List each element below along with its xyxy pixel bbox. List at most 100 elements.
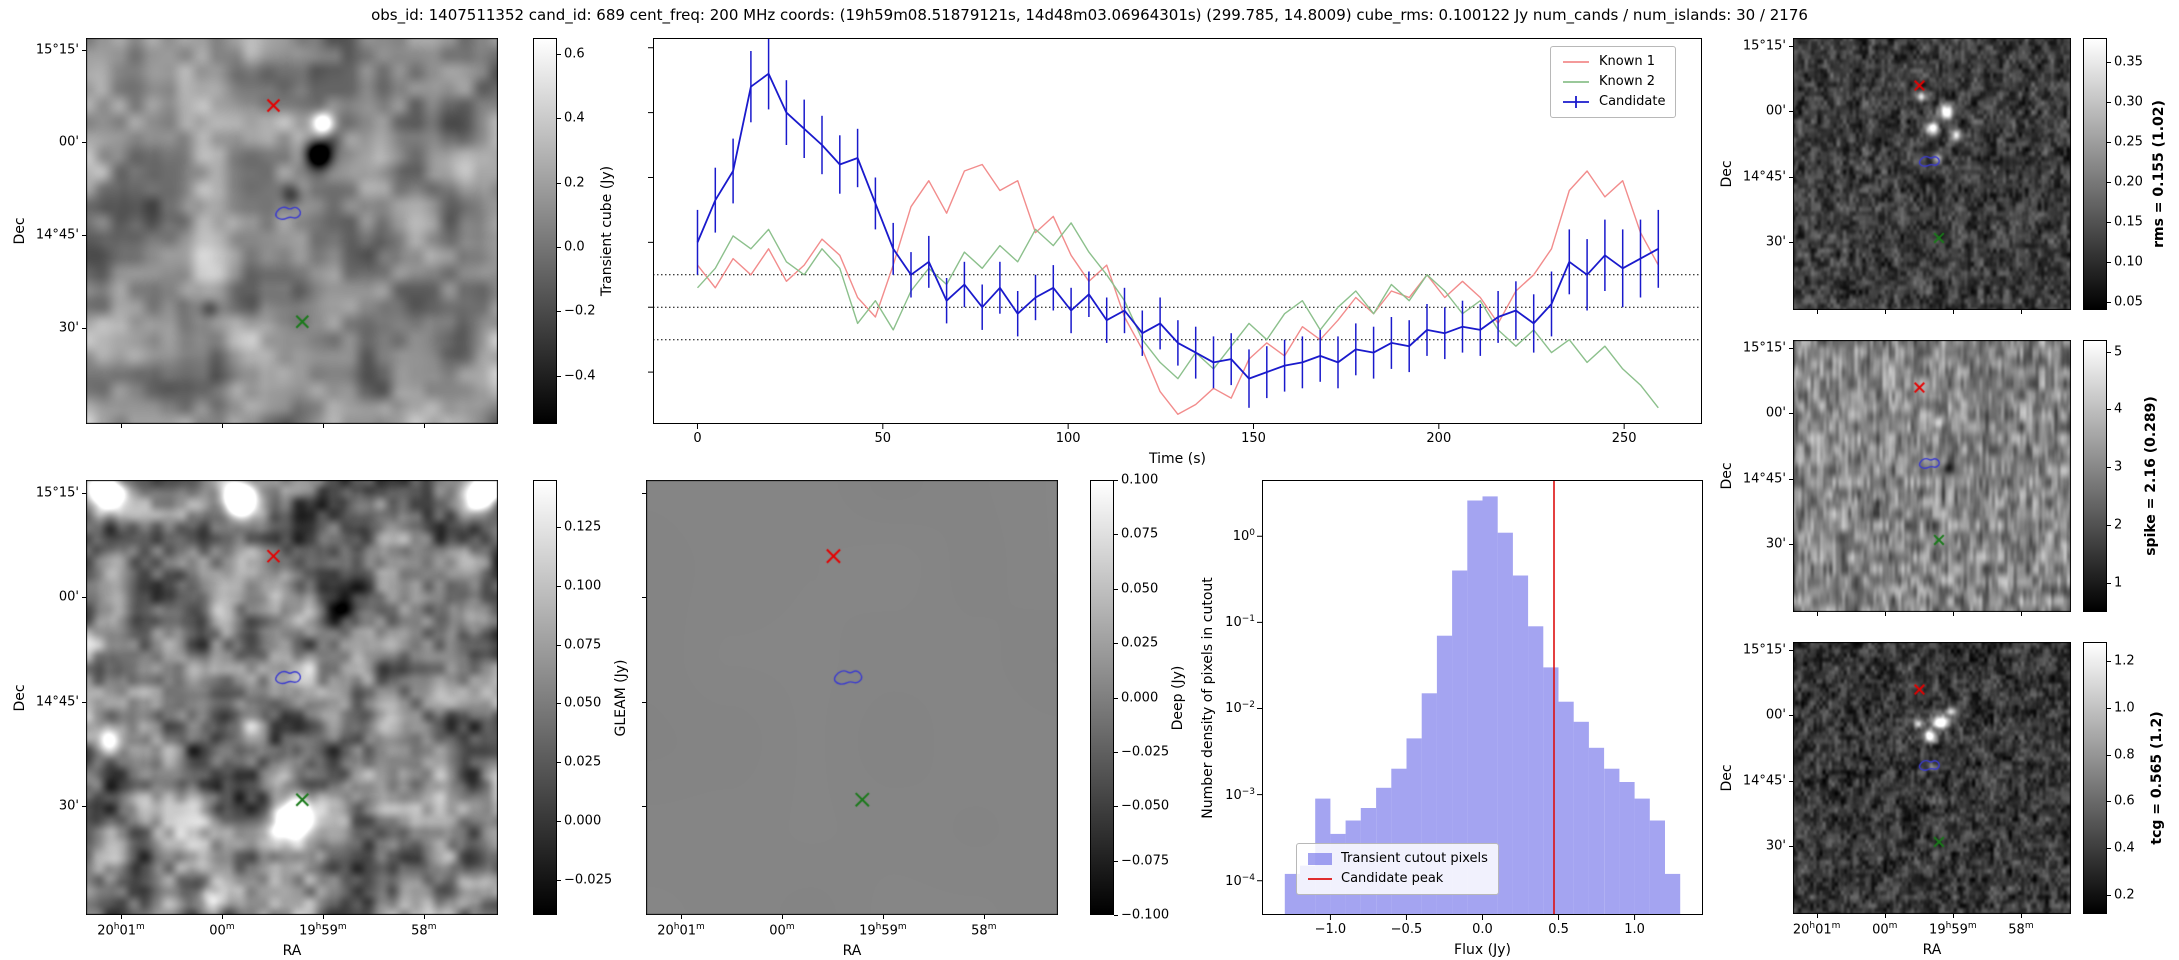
colorbar-tick-mark bbox=[2107, 62, 2111, 63]
density-tick-label: 10−1 bbox=[1225, 614, 1255, 631]
flux-tick-label: 0.0 bbox=[1472, 922, 1493, 937]
dec-axis-label: Dec bbox=[1719, 462, 1735, 490]
colorbar-tick-mark bbox=[2107, 895, 2111, 897]
ra-tick-mark bbox=[1816, 310, 1818, 314]
dec-tick-label: 15°15' bbox=[1742, 340, 1786, 356]
colorbar-tick-label: 0.4 bbox=[2114, 840, 2135, 856]
ra-tick-label: 00m bbox=[209, 922, 235, 939]
colorbar-tick-mark bbox=[557, 762, 561, 764]
dec-tick-mark bbox=[1789, 111, 1793, 113]
colorbar-tick-label: 0.125 bbox=[564, 519, 602, 535]
ra-tick-mark bbox=[2020, 310, 2022, 314]
colorbar-tick-label: 0.15 bbox=[2114, 214, 2143, 230]
dec-tick-label: 14°45' bbox=[1742, 773, 1786, 789]
legend-line-sample bbox=[1563, 61, 1589, 63]
colorbar-tick-mark bbox=[557, 585, 561, 587]
dec-tick-label: 15°15' bbox=[1742, 642, 1786, 658]
ra-tick-mark bbox=[983, 915, 985, 919]
colorbar-tick-mark bbox=[557, 703, 561, 705]
colorbar-tick-label: 0.050 bbox=[1121, 581, 1159, 597]
colorbar-tick-label: −0.100 bbox=[1121, 907, 1170, 923]
ra-tick-mark bbox=[1952, 914, 1954, 918]
colorbar-tick-mark bbox=[2107, 467, 2111, 469]
legend-entry-known-2: Known 2 bbox=[1561, 72, 1665, 92]
colorbar-tick-label: 0.000 bbox=[1121, 690, 1159, 705]
colorbar-tick-mark bbox=[2107, 142, 2111, 143]
ra-tick-mark bbox=[322, 424, 324, 428]
colorbar-tick-label: 0.6 bbox=[564, 46, 585, 62]
time-tick-label: 0 bbox=[693, 431, 702, 446]
colorbar-tick-mark bbox=[2107, 801, 2111, 803]
colorbar-tick-label: 0.20 bbox=[2114, 174, 2143, 190]
ra-tick-label: 20h01m bbox=[657, 922, 705, 939]
tcg-colorbar-label: tcg = 0.565 (1.2) bbox=[2149, 711, 2165, 845]
ra-tick-label: 19h59m bbox=[859, 922, 907, 939]
colorbar-tick-label: 0.025 bbox=[1121, 635, 1159, 651]
dec-tick-mark bbox=[82, 49, 86, 51]
colorbar-tick-label: 0.6 bbox=[2114, 793, 2135, 809]
lightcurve-legend: Known 1 Known 2 Candidate bbox=[1550, 46, 1677, 118]
flux-tick-label: 1.0 bbox=[1624, 922, 1645, 937]
colorbar-tick-mark bbox=[557, 644, 561, 646]
ra-tick-mark bbox=[121, 424, 123, 428]
dec-tick-mark bbox=[642, 701, 646, 703]
colorbar-tick-label: 0.025 bbox=[564, 754, 602, 770]
colorbar-tick-mark bbox=[1114, 915, 1118, 916]
colorbar-tick-label: 3 bbox=[2114, 459, 2123, 475]
colorbar-tick-label: 0.050 bbox=[564, 695, 602, 711]
legend-line-sample bbox=[1563, 81, 1589, 83]
time-tick-label: 100 bbox=[1055, 431, 1081, 446]
dec-tick-mark bbox=[82, 493, 86, 495]
colorbar-tick-mark bbox=[557, 820, 561, 822]
colorbar-tick-mark bbox=[557, 527, 561, 529]
dec-tick-label: 00' bbox=[58, 134, 79, 150]
colorbar-tick-label: 0.100 bbox=[564, 578, 602, 594]
dec-tick-mark bbox=[82, 327, 86, 329]
colorbar-tick-label: 0.075 bbox=[564, 637, 602, 653]
colorbar-tick-label: 4 bbox=[2114, 401, 2123, 417]
colorbar-tick-label: 0.4 bbox=[564, 110, 585, 126]
ra-tick-mark bbox=[2020, 914, 2022, 918]
legend-label: Transient cutout pixels bbox=[1341, 851, 1488, 866]
colorbar-tick-mark bbox=[1114, 751, 1118, 753]
legend-entry-candidate: Candidate bbox=[1561, 92, 1665, 112]
dec-tick-label: 15°15' bbox=[35, 42, 79, 58]
ra-tick-label: 19h59m bbox=[299, 922, 347, 939]
time-tick-label: 250 bbox=[1611, 431, 1637, 446]
colorbar-tick-mark bbox=[1114, 534, 1118, 536]
ra-tick-mark bbox=[423, 424, 425, 428]
dec-tick-label: 14°45' bbox=[35, 694, 79, 710]
deep-cutout-image bbox=[646, 480, 1058, 915]
dec-tick-mark bbox=[82, 142, 86, 144]
dec-tick-mark bbox=[642, 493, 646, 495]
colorbar-tick-label: 2 bbox=[2114, 517, 2123, 533]
colorbar-tick-mark bbox=[1114, 643, 1118, 645]
dec-axis-label: Dec bbox=[1719, 764, 1735, 792]
dec-tick-label: 14°45' bbox=[1742, 471, 1786, 487]
colorbar-tick-mark bbox=[2107, 848, 2111, 850]
flux-tick-label: −1.0 bbox=[1314, 922, 1347, 937]
dec-tick-label: 00' bbox=[58, 589, 79, 605]
ra-tick-mark bbox=[681, 915, 683, 919]
dec-tick-label: 30' bbox=[1765, 838, 1786, 854]
dec-tick-mark bbox=[1789, 413, 1793, 415]
gleam-cutout-image bbox=[86, 480, 498, 915]
dec-tick-label: 30' bbox=[58, 320, 79, 335]
dec-tick-label: 30' bbox=[1765, 536, 1786, 552]
dec-tick-mark bbox=[1789, 348, 1793, 350]
ra-tick-label: 20h01m bbox=[97, 922, 145, 939]
ra-tick-mark bbox=[423, 915, 425, 919]
colorbar-tick-mark bbox=[2107, 409, 2111, 411]
ra-tick-mark bbox=[221, 424, 223, 428]
legend-label: Candidate peak bbox=[1341, 871, 1444, 886]
rms-colorbar-label: rms = 0.155 (1.02) bbox=[2151, 100, 2167, 248]
rms-colorbar bbox=[2083, 38, 2107, 310]
legend-line-sample bbox=[1563, 96, 1589, 108]
dec-tick-mark bbox=[1789, 780, 1793, 782]
dec-tick-mark bbox=[1789, 46, 1793, 48]
ra-tick-mark bbox=[1816, 612, 1818, 616]
ra-tick-mark bbox=[221, 915, 223, 919]
ra-tick-label: 00m bbox=[769, 922, 795, 939]
dec-tick-label: 00' bbox=[1765, 405, 1786, 421]
